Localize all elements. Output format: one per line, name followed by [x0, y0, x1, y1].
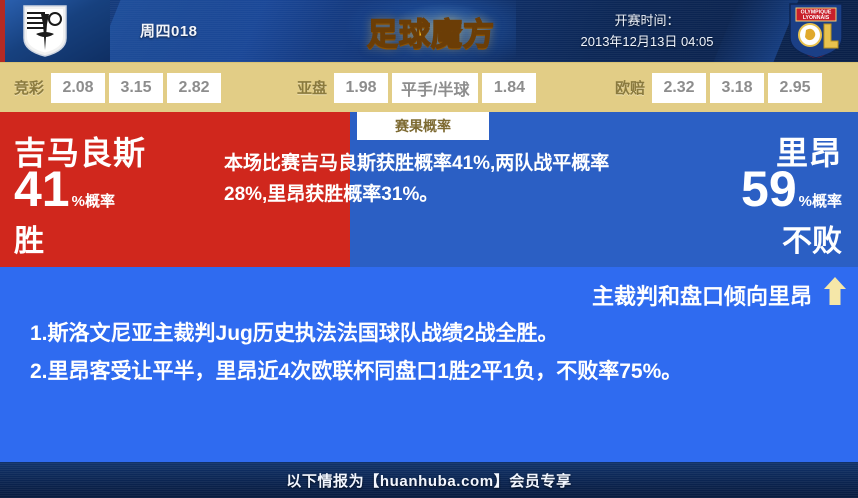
odds-cell-handicap[interactable]: 平手/半球: [392, 72, 479, 103]
odds-cell-draw[interactable]: 3.18: [710, 72, 765, 103]
odds-cell-away[interactable]: 2.82: [167, 72, 222, 103]
kickoff-time-block: 开赛时间： 2013年12月13日 04:05: [532, 10, 762, 52]
odds-group-european: 欧赔 2.32 3.18 2.95: [615, 72, 826, 103]
analysis-point: 2.里昂客受让平半，里昂近4次欧联杯同盘口1胜2平1负，不败率75%。: [30, 360, 683, 383]
away-probability-value: 59 %概率: [741, 164, 842, 214]
odds-group-label: 竞彩: [14, 80, 45, 97]
away-probability-number: 59: [741, 161, 797, 217]
odds-cell-away[interactable]: 2.95: [768, 72, 823, 103]
olympique-lyonnais-crest-icon: OLYMPIQUE LYONNAIS: [786, 2, 846, 60]
home-probability-number: 41: [14, 161, 70, 217]
brand-glow: [346, 0, 516, 62]
odds-group-jingcai: 竞彩 2.08 3.15 2.82: [14, 72, 225, 103]
probability-section: 吉马良斯 41 %概率 胜 里昂 59 %概率 不败 赛果概率 本场比赛吉马良斯…: [0, 112, 858, 267]
odds-group-asian-handicap: 亚盘 1.98 平手/半球 1.84: [297, 72, 540, 103]
away-outcome-label: 不败: [782, 225, 842, 258]
home-probability-suffix: %概率: [71, 193, 115, 210]
home-outcome-label: 胜: [14, 225, 44, 258]
odds-group-label: 欧赔: [615, 80, 646, 97]
away-probability-suffix: %概率: [798, 193, 842, 210]
kickoff-value: 2013年12月13日 04:05: [580, 34, 714, 49]
match-header: 周四018 足球魔方 开赛时间： 2013年12月13日 04:05 OLYMP…: [0, 0, 858, 62]
odds-group-label: 亚盘: [297, 80, 328, 97]
analysis-verdict-title: 主裁判和盘口倾向里昂: [591, 284, 812, 309]
away-team-name: 里昂: [775, 135, 842, 171]
analysis-section: 主裁判和盘口倾向里昂 1.斯洛文尼亚主裁判Jug历史执法法国球队战绩2战全胜。 …: [0, 267, 858, 462]
footer-bar: 以下情报为【huanhuba.com】会员专享: [0, 462, 858, 498]
match-code-label: 周四018: [140, 23, 198, 40]
odds-cell-home[interactable]: 2.08: [51, 72, 106, 103]
analysis-point: 1.斯洛文尼亚主裁判Jug历史执法法国球队战绩2战全胜。: [30, 322, 559, 345]
odds-cell-draw[interactable]: 3.15: [109, 72, 164, 103]
footer-members-notice: 以下情报为【huanhuba.com】会员专享: [286, 472, 572, 490]
kickoff-label: 开赛时间：: [614, 13, 680, 28]
up-arrow-icon: [822, 275, 848, 307]
vitoria-guimaraes-crest-icon: [22, 4, 68, 58]
svg-text:LYONNAIS: LYONNAIS: [803, 15, 830, 21]
home-probability-value: 41 %概率: [14, 164, 115, 214]
odds-cell-home[interactable]: 1.98: [334, 72, 389, 103]
probability-summary-text: 本场比赛吉马良斯获胜概率41%,两队战平概率28%,里昂获胜概率31%。: [224, 153, 610, 205]
odds-cell-home[interactable]: 2.32: [652, 72, 707, 103]
home-probability-panel: 吉马良斯 41 %概率 胜: [0, 112, 350, 267]
brand-logo-text: 足球魔方: [366, 16, 495, 53]
brand-logo: 足球魔方: [346, 0, 516, 62]
header-red-accent-bar: [0, 0, 5, 62]
odds-cell-away[interactable]: 1.84: [482, 72, 537, 103]
analysis-points-list: 1.斯洛文尼亚主裁判Jug历史执法法国球队战绩2战全胜。 2.里昂客受让平半，里…: [30, 315, 836, 391]
tab-result-probability[interactable]: 赛果概率: [357, 112, 489, 140]
odds-bar: 竞彩 2.08 3.15 2.82 亚盘 1.98 平手/半球 1.84 欧赔 …: [0, 62, 858, 112]
svg-text:OLYMPIQUE: OLYMPIQUE: [801, 10, 832, 16]
home-team-name: 吉马良斯: [14, 135, 147, 171]
